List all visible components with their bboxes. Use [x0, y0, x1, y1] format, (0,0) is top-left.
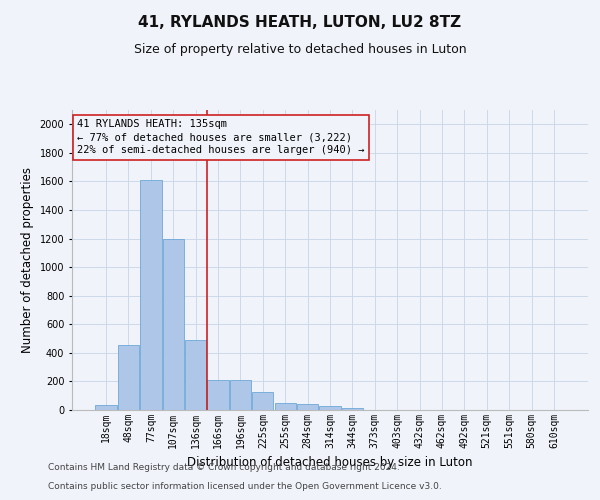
Text: Contains HM Land Registry data © Crown copyright and database right 2024.: Contains HM Land Registry data © Crown c… [48, 464, 400, 472]
Text: Contains public sector information licensed under the Open Government Licence v3: Contains public sector information licen… [48, 482, 442, 491]
Text: 41 RYLANDS HEATH: 135sqm
← 77% of detached houses are smaller (3,222)
22% of sem: 41 RYLANDS HEATH: 135sqm ← 77% of detach… [77, 119, 365, 156]
Bar [252, 392, 274, 410]
Bar [118, 345, 139, 410]
Text: 41, RYLANDS HEATH, LUTON, LU2 8TZ: 41, RYLANDS HEATH, LUTON, LU2 8TZ [139, 15, 461, 30]
Bar [297, 404, 318, 410]
Bar [342, 408, 363, 410]
Text: Size of property relative to detached houses in Luton: Size of property relative to detached ho… [134, 42, 466, 56]
Bar [319, 406, 341, 410]
X-axis label: Distribution of detached houses by size in Luton: Distribution of detached houses by size … [187, 456, 473, 469]
Y-axis label: Number of detached properties: Number of detached properties [21, 167, 34, 353]
Bar [275, 403, 296, 410]
Bar [140, 180, 161, 410]
Bar [185, 340, 206, 410]
Bar [230, 380, 251, 410]
Bar [95, 405, 117, 410]
Bar [208, 380, 229, 410]
Bar [163, 238, 184, 410]
